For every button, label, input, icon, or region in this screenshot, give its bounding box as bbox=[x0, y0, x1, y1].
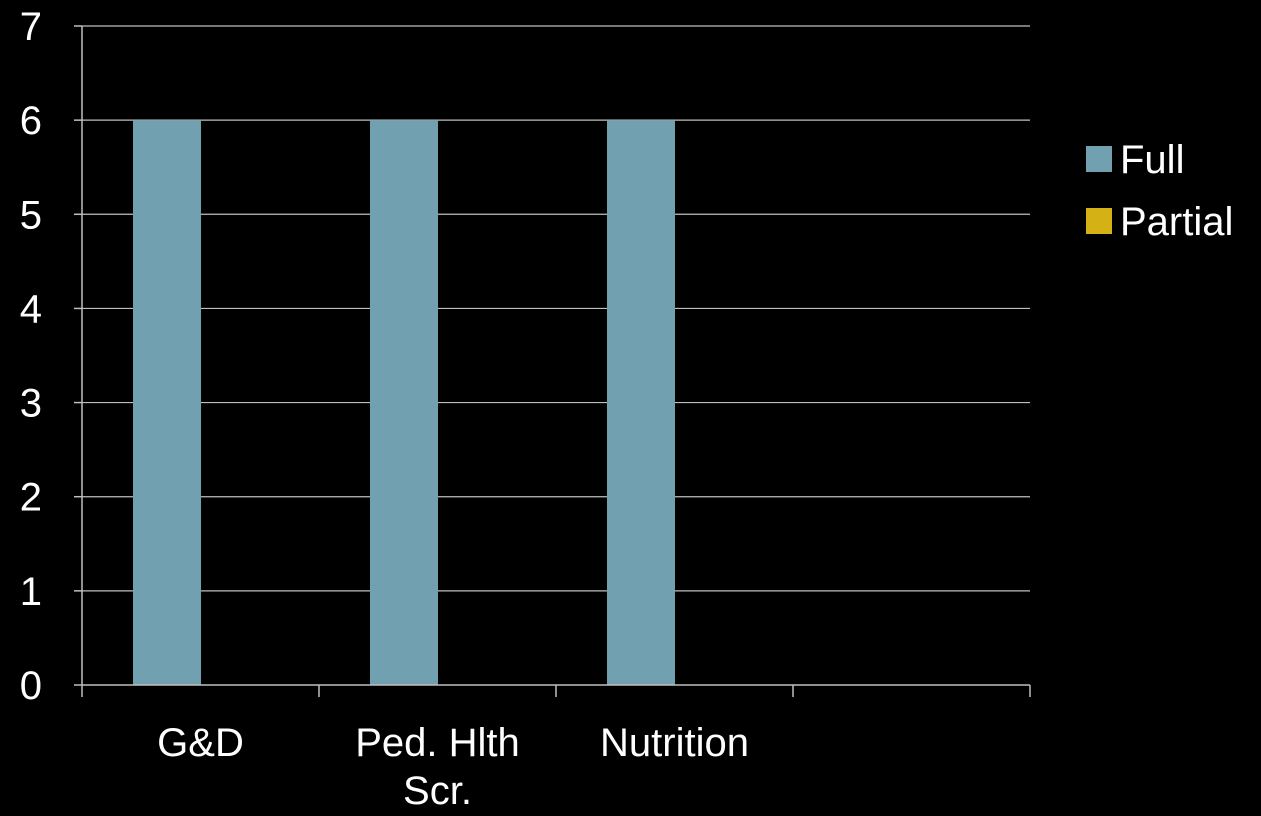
bars bbox=[133, 120, 675, 685]
y-tick-label-2: 2 bbox=[20, 476, 42, 520]
legend-label-partial: Partial bbox=[1120, 200, 1233, 244]
x-category-label-1-1: Scr. bbox=[403, 769, 472, 813]
bar-full-1 bbox=[370, 120, 438, 685]
legend-swatch-partial bbox=[1086, 208, 1112, 234]
y-tick-label-0: 0 bbox=[20, 664, 42, 708]
y-tick-label-4: 4 bbox=[20, 287, 42, 331]
y-tick-label-7: 7 bbox=[20, 5, 42, 49]
legend-label-full: Full bbox=[1120, 138, 1184, 182]
y-tick-label-5: 5 bbox=[20, 193, 42, 237]
x-category-label-2-0: Nutrition bbox=[600, 721, 749, 765]
bar-full-0 bbox=[133, 120, 201, 685]
bar-full-2 bbox=[607, 120, 675, 685]
legend-swatch-full bbox=[1086, 146, 1112, 172]
y-tick-label-1: 1 bbox=[20, 570, 42, 614]
y-tick-label-6: 6 bbox=[20, 99, 42, 143]
x-category-label-0-0: G&D bbox=[157, 721, 244, 765]
gridlines bbox=[82, 25, 1030, 592]
axes bbox=[74, 25, 1031, 697]
y-tick-label-3: 3 bbox=[20, 382, 42, 426]
y-tick-labels: 0 1 2 3 4 5 6 7 bbox=[20, 5, 42, 708]
legend: Full Partial bbox=[1086, 138, 1233, 244]
x-category-label-1-0: Ped. Hlth bbox=[355, 721, 520, 765]
